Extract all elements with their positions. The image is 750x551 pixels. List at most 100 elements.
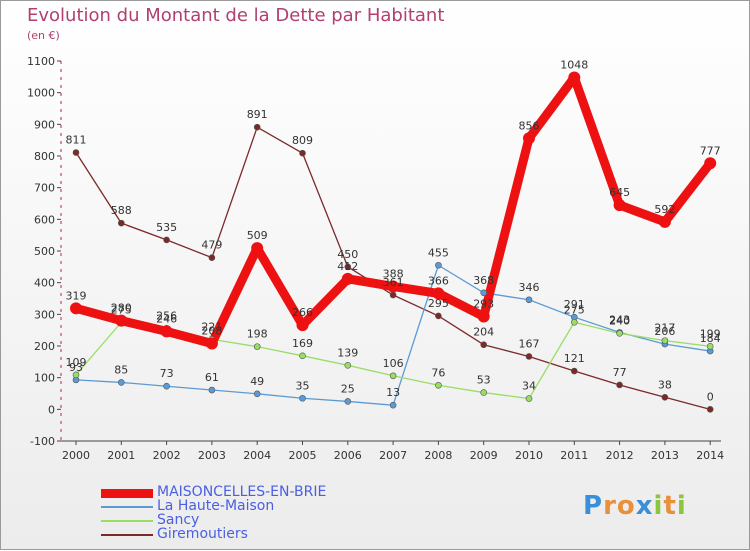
x-tick-label: 2006 — [334, 449, 362, 462]
data-point — [661, 393, 669, 401]
data-point — [70, 302, 82, 315]
data-label: 25 — [341, 382, 355, 395]
data-label: 240 — [609, 314, 630, 327]
x-tick-label: 2003 — [198, 449, 226, 462]
data-point — [118, 379, 125, 386]
data-point — [344, 263, 352, 271]
x-tick-label: 2008 — [424, 449, 452, 462]
x-tick-label: 2011 — [560, 449, 588, 462]
proxiti-logo: Proxiti — [583, 491, 687, 521]
axes: -100 0 100 200 300 400 500 600 700 800 900 1000 1100… — [27, 55, 724, 462]
data-label: 221 — [201, 320, 222, 333]
data-point — [704, 157, 717, 170]
data-point — [251, 242, 264, 255]
data-point — [163, 382, 170, 390]
data-point — [163, 236, 170, 244]
data-point — [480, 389, 488, 396]
y-tick-label: 300 — [34, 308, 55, 321]
data-label: 61 — [205, 371, 219, 384]
data-label: 368 — [473, 274, 494, 287]
data-label: 275 — [111, 303, 132, 316]
data-point — [389, 291, 397, 299]
data-label: 777 — [700, 144, 721, 157]
data-label: 206 — [654, 325, 675, 338]
data-label: 184 — [700, 332, 721, 345]
data-label: 319 — [66, 289, 87, 302]
data-point — [118, 219, 125, 227]
legend-label: Sancy — [157, 512, 200, 528]
data-label: 588 — [111, 204, 132, 217]
data-point — [205, 337, 218, 350]
data-label: 199 — [700, 327, 721, 340]
data-label: 246 — [156, 312, 177, 325]
data-label: 93 — [69, 361, 83, 374]
data-point — [706, 343, 714, 350]
data-point — [160, 325, 173, 338]
data-label: 280 — [111, 302, 132, 315]
data-label: 217 — [654, 322, 675, 335]
data-point — [480, 289, 488, 297]
data-point — [72, 371, 80, 379]
x-tick-label: 2002 — [153, 449, 181, 462]
data-point — [435, 261, 442, 269]
data-point — [477, 310, 490, 323]
data-point — [525, 296, 533, 304]
x-tick-label: 2007 — [379, 449, 407, 462]
data-label: 293 — [473, 298, 494, 311]
y-tick-label: -100 — [30, 435, 55, 448]
data-point — [435, 381, 442, 389]
x-tick-label: 2012 — [606, 449, 634, 462]
x-tick-label: 2000 — [62, 449, 90, 462]
data-point — [208, 386, 216, 394]
data-point — [296, 319, 309, 332]
data-point — [389, 401, 397, 409]
data-label: 592 — [654, 203, 675, 216]
data-point — [344, 398, 352, 405]
data-label: 291 — [564, 298, 585, 311]
data-label: 76 — [431, 366, 445, 379]
y-tick-label: 700 — [34, 182, 55, 195]
x-tick-label: 2010 — [515, 449, 543, 462]
data-label: 811 — [66, 134, 87, 147]
data-point — [661, 337, 669, 344]
data-point — [616, 381, 623, 389]
data-point — [525, 353, 533, 360]
data-label: 366 — [428, 274, 449, 287]
data-point — [115, 314, 128, 327]
data-label: 455 — [428, 246, 449, 259]
y-tick-label: 1000 — [27, 87, 55, 100]
y-tick-label: 600 — [34, 213, 55, 226]
data-point — [387, 280, 400, 293]
data-labels: 319 280 246 208 509 266 412 388 366 293 856 1048 645… — [66, 58, 721, 403]
data-label: 346 — [519, 281, 540, 294]
data-point — [299, 352, 306, 360]
data-point — [208, 254, 216, 261]
y-tick-label: 1100 — [27, 55, 55, 68]
data-label: 266 — [292, 306, 313, 319]
data-label: 38 — [658, 378, 672, 391]
data-point — [344, 362, 352, 369]
data-label: 243 — [609, 313, 630, 326]
data-point — [389, 372, 397, 380]
data-point — [480, 341, 488, 349]
legend-swatch — [101, 506, 153, 508]
y-tick-label: 400 — [34, 277, 55, 290]
data-point — [299, 394, 306, 402]
unit-label: (en €) — [27, 29, 60, 42]
data-point — [299, 149, 306, 157]
data-label: 121 — [564, 352, 585, 365]
data-label: 49 — [250, 375, 264, 388]
data-label: 198 — [247, 328, 268, 341]
legend-label: Giremoutiers — [157, 526, 248, 542]
data-label: 167 — [519, 337, 540, 350]
data-label: 208 — [201, 324, 222, 337]
data-label: 891 — [247, 108, 268, 121]
data-label: 1048 — [560, 58, 588, 71]
data-label: 109 — [66, 356, 87, 369]
data-point — [525, 395, 533, 402]
series-line — [71, 72, 715, 348]
data-point — [72, 149, 80, 156]
data-point — [568, 71, 581, 84]
x-tick-label: 2004 — [243, 449, 271, 462]
